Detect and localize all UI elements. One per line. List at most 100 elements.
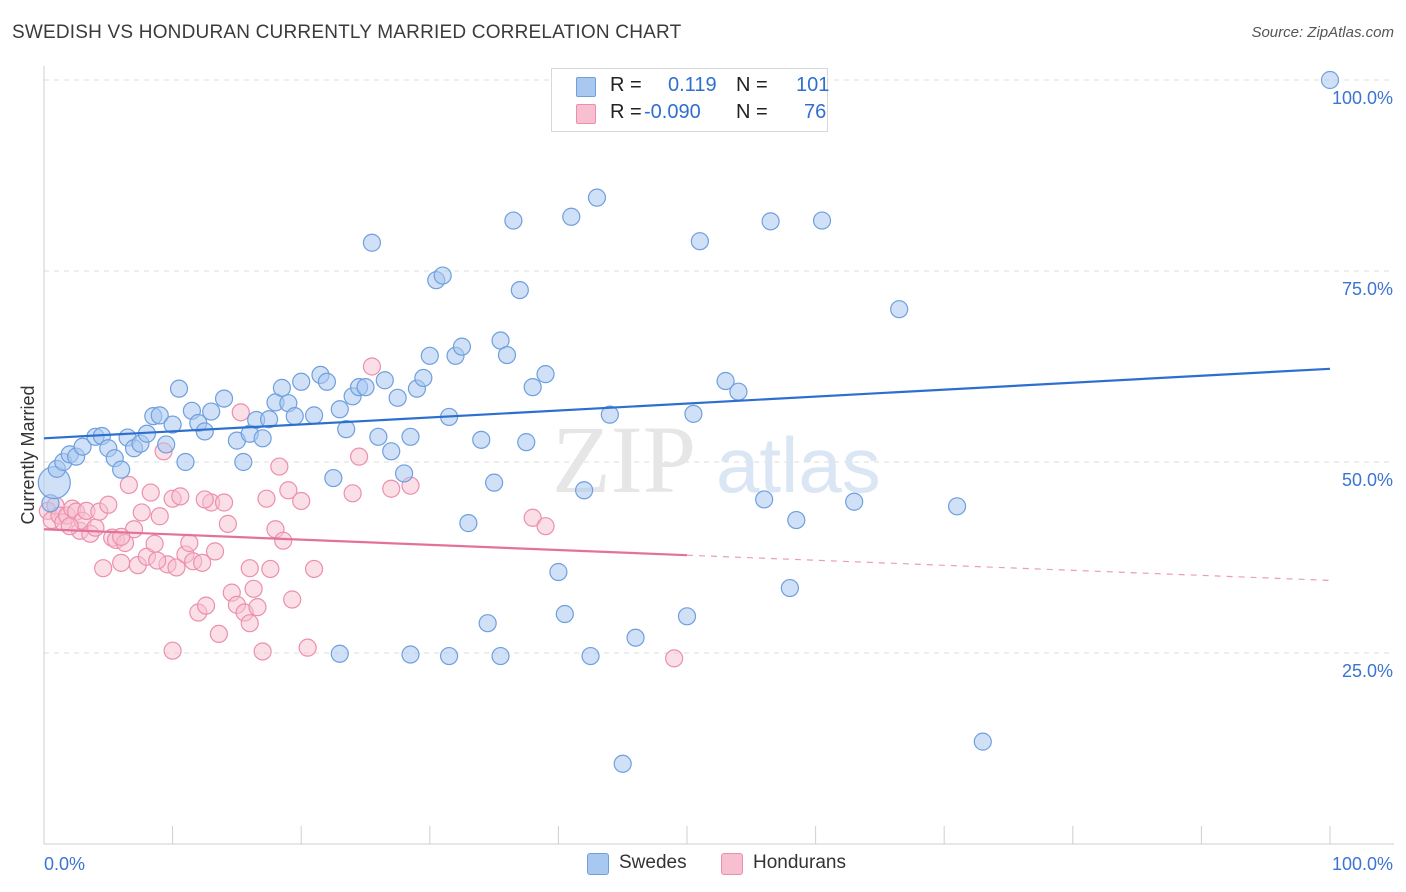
swede-point <box>510 281 529 300</box>
honduran-point <box>283 590 302 609</box>
hondurans-points <box>38 357 684 668</box>
swede-point <box>684 404 703 423</box>
swede-point <box>420 346 439 365</box>
honduran-point <box>298 638 317 657</box>
swede-point <box>890 300 909 319</box>
chart-title: SWEDISH VS HONDURAN CURRENTLY MARRIED CO… <box>12 22 682 43</box>
swedes-legend-label: Swedes <box>619 852 687 873</box>
swede-point <box>555 604 574 624</box>
swede-point <box>472 430 491 449</box>
honduran-point <box>218 514 237 533</box>
honduran-point <box>112 553 131 572</box>
swede-point <box>491 646 510 666</box>
swede-point <box>401 645 420 664</box>
hondurans-trend-line <box>43 528 688 557</box>
honduran-point <box>279 481 298 500</box>
correlation-legend: R = 0.119 N = 101 R = -0.090 N = 76 <box>551 68 830 132</box>
swede-point <box>356 378 375 397</box>
hondurans-swatch <box>576 104 596 124</box>
swede-point <box>414 368 433 388</box>
axes <box>43 66 1394 845</box>
swedes-points <box>37 70 1340 773</box>
swedes-swatch <box>576 77 596 97</box>
honduran-point <box>99 495 118 514</box>
swede-point <box>433 266 452 285</box>
swede-point <box>947 497 967 516</box>
honduran-point <box>240 614 259 633</box>
swede-point <box>575 481 594 500</box>
n-label: N = <box>736 74 768 96</box>
swede-point <box>812 211 832 230</box>
honduran-point <box>270 457 289 476</box>
honduran-point <box>240 559 259 578</box>
swede-point <box>600 405 619 424</box>
y-tick-label: 75.0% <box>1342 279 1393 299</box>
swede-point <box>163 415 182 434</box>
honduran-point <box>261 559 280 579</box>
y-tick-labels: 25.0% 50.0% 75.0% 100.0% <box>1332 88 1393 681</box>
swede-point <box>587 188 607 207</box>
x-tick-label: 0.0% <box>44 854 85 874</box>
r-label: R = <box>610 74 642 96</box>
honduran-point <box>112 527 131 546</box>
honduran-point <box>205 542 225 561</box>
watermark-zip: ZIP <box>552 406 696 513</box>
swede-point <box>375 371 394 390</box>
honduran-point <box>60 517 79 536</box>
swede-point <box>497 345 517 365</box>
swede-point <box>330 400 349 419</box>
swede-point <box>324 468 343 488</box>
swede-point <box>388 388 407 407</box>
swede-point <box>73 437 92 456</box>
swede-point <box>214 389 234 408</box>
honduran-point <box>86 518 105 537</box>
swede-point <box>452 337 472 356</box>
swede-point <box>780 578 799 598</box>
honduran-point <box>257 489 276 508</box>
hondurans-n-value: 76 <box>804 101 827 123</box>
swede-point <box>517 433 536 452</box>
swede-point <box>478 614 497 633</box>
swede-point <box>176 452 195 472</box>
honduran-point <box>132 503 151 522</box>
watermark: ZIP atlas <box>552 406 881 513</box>
swede-point <box>504 211 523 230</box>
honduran-point <box>193 553 212 572</box>
swede-point <box>272 378 292 397</box>
swede-point <box>112 460 131 479</box>
swede-point <box>459 514 478 533</box>
r-label: R = <box>610 101 642 123</box>
honduran-point <box>343 484 362 503</box>
swede-point <box>485 473 504 492</box>
x-tick-labels: 0.0% 100.0% <box>44 854 1393 874</box>
hondurans-legend-swatch <box>721 853 743 875</box>
swede-point <box>973 732 992 751</box>
honduran-point <box>171 487 190 506</box>
honduran-point <box>523 508 542 527</box>
swede-point <box>234 452 253 472</box>
honduran-point <box>382 479 401 498</box>
honduran-point <box>180 533 199 553</box>
honduran-point <box>231 403 250 422</box>
swede-point <box>536 365 555 384</box>
honduran-point <box>195 490 214 509</box>
honduran-point <box>292 491 311 511</box>
y-tick-label: 100.0% <box>1332 88 1393 108</box>
swede-point <box>362 233 382 252</box>
honduran-point <box>665 649 684 668</box>
source-label: Source: ZipAtlas.com <box>1251 24 1394 41</box>
honduran-point <box>274 531 293 550</box>
swede-point <box>253 429 272 448</box>
swede-point <box>755 490 774 509</box>
swede-point <box>677 607 697 626</box>
swede-point <box>285 407 304 426</box>
swede-point <box>787 510 806 530</box>
swede-point <box>626 628 645 647</box>
swede-point <box>292 372 311 391</box>
swede-point <box>761 212 780 231</box>
swede-point <box>549 562 568 582</box>
swedes-r-value: 0.119 <box>668 74 717 96</box>
honduran-point <box>244 579 263 598</box>
n-label: N = <box>736 101 768 123</box>
swedes-n-value: 101 <box>796 74 830 96</box>
